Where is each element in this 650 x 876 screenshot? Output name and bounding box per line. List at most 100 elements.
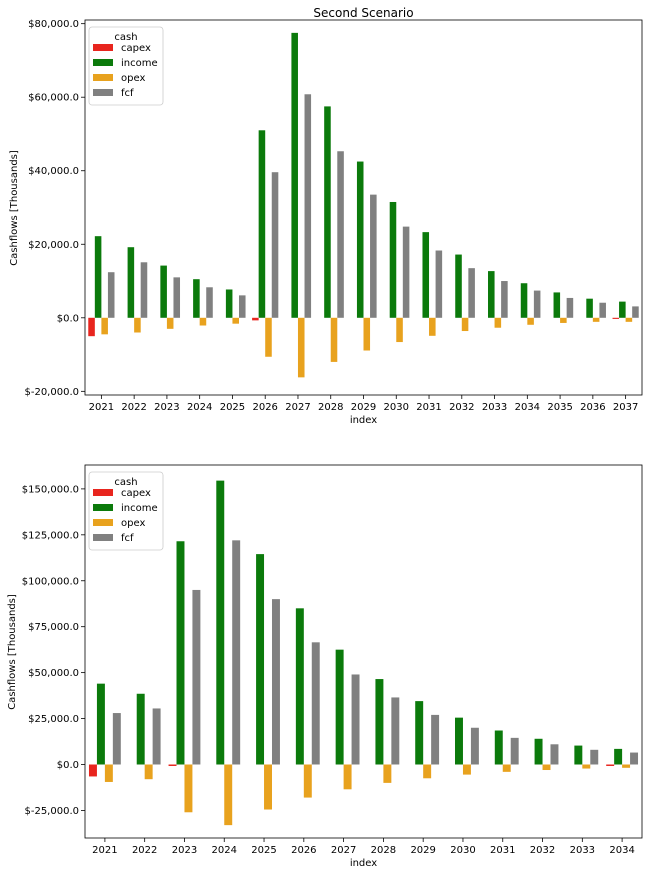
legend-swatch-fcf [93,89,113,96]
bar-opex-2034 [622,764,631,768]
x-tick-label: 2027 [331,845,356,856]
bar-opex-2027 [343,764,352,790]
y-tick-label: $0.0 [57,760,79,771]
y-tick-label: $60,000.0 [28,93,79,104]
legend-swatch-income [93,59,113,66]
x-tick-label: 2028 [371,845,396,856]
bar-fcf-2029 [431,714,440,765]
legend-label-fcf: fcf [121,88,134,99]
x-tick-label: 2036 [580,402,605,413]
x-tick-label: 2037 [613,402,638,413]
y-tick-label: $150,000.0 [22,484,79,495]
y-tick-label: $20,000.0 [28,240,79,251]
bar-fcf-2027 [304,94,312,318]
bar-income-2027 [291,32,298,318]
bar-fcf-2022 [140,262,148,318]
bar-opex-2032 [542,764,551,771]
bar-opex-2026 [303,764,312,798]
legend-swatch-opex [93,519,113,526]
y-tick-label: $125,000.0 [22,530,79,541]
bar-income-2031 [494,730,503,765]
bar-opex-2032 [461,317,469,332]
bar-income-2035 [553,292,561,318]
y-tick-label: $-25,000.0 [24,806,79,817]
bar-income-2024 [193,279,200,318]
bar-fcf-2025 [271,599,280,765]
bar-income-2031 [422,232,430,318]
bar-opex-2024 [199,317,207,326]
legend: cash capex income opex fcf [88,26,164,106]
x-tick-label: 2023 [154,402,179,413]
bar-fcf-2024 [206,287,213,318]
x-tick-label: 2032 [530,845,555,856]
bar-group [88,480,639,826]
bar-income-2029 [356,161,364,318]
legend-label-income: income [121,58,158,69]
bar-opex-2021 [101,317,108,335]
bar-opex-2027 [297,317,305,378]
bar-opex-2029 [423,764,432,779]
bar-income-2023 [176,541,185,765]
bar-fcf-2024 [232,540,241,765]
bar-fcf-2031 [435,250,443,318]
legend-swatch-capex [93,44,113,51]
bar-opex-2023 [166,317,174,329]
bar-opex-2031 [502,764,511,772]
bar-opex-2021 [104,764,113,782]
x-tick-label: 2021 [92,845,117,856]
y-axis-label: Cashflows [Thousands] [9,150,20,266]
x-tick-label: 2021 [89,402,114,413]
x-axis-label: index [350,858,377,869]
x-tick-label: 2022 [121,402,146,413]
x-tick-label: 2033 [482,402,507,413]
legend-label-income: income [121,503,158,514]
bar-fcf-2026 [271,172,279,318]
bar-income-2033 [488,271,495,318]
bar-income-2036 [586,298,593,318]
legend-swatch-opex [93,74,113,81]
y-axis: $-25,000.0 $0.0 $25,000.0 $50,000.0 $75,000.… [22,484,85,817]
bar-capex-2021 [88,764,97,777]
bar-opex-2033 [494,317,502,328]
bar-fcf-2033 [590,749,599,765]
bar-capex-2021 [88,317,95,337]
y-tick-label: $75,000.0 [28,622,79,633]
bar-opex-2024 [224,764,233,826]
x-tick-label: 2025 [220,402,245,413]
bar-income-2032 [455,254,462,318]
bar-income-2025 [256,554,265,765]
bar-fcf-2032 [550,744,559,765]
bar-opex-2023 [184,764,193,813]
x-tick-label: 2022 [132,845,157,856]
bar-fcf-2023 [192,589,201,765]
y-axis: $-20,000.0 $0.0 $20,000.0 $40,000.0 $60,000.… [24,19,85,398]
bar-fcf-2025 [238,295,246,318]
legend: cash capex income opex fcf [88,471,164,551]
bar-opex-2029 [363,317,371,351]
legend-label-opex: opex [121,73,145,84]
bar-fcf-2027 [351,674,360,765]
bar-opex-2026 [265,317,272,357]
chart-top: $-20,000.0 $0.0 $20,000.0 $40,000.0 $60,000.… [9,6,643,426]
legend-swatch-fcf [93,534,113,541]
bar-opex-2030 [462,764,471,775]
x-axis-label: index [350,415,377,426]
bar-income-2037 [619,301,626,318]
bar-opex-2022 [134,317,141,333]
bar-capex-2026 [252,317,259,321]
y-tick-label: $50,000.0 [28,668,79,679]
y-tick-label: $25,000.0 [28,714,79,725]
bar-fcf-2032 [468,268,475,318]
x-tick-label: 2032 [449,402,474,413]
legend-swatch-income [93,504,113,511]
x-tick-label: 2035 [547,402,572,413]
x-axis: 2021 2022 2023 2024 2025 2026 2027 2028 2029 2030… [89,395,638,413]
bar-income-2027 [335,649,344,765]
bar-fcf-2031 [510,737,519,765]
bar-fcf-2036 [599,302,606,318]
legend-label-capex: capex [121,43,151,54]
chart-bottom: $-25,000.0 $0.0 $25,000.0 $50,000.0 $75,000.… [7,464,643,869]
x-tick-label: 2028 [318,402,343,413]
bar-opex-2033 [582,764,591,769]
bar-income-2021 [94,236,102,318]
